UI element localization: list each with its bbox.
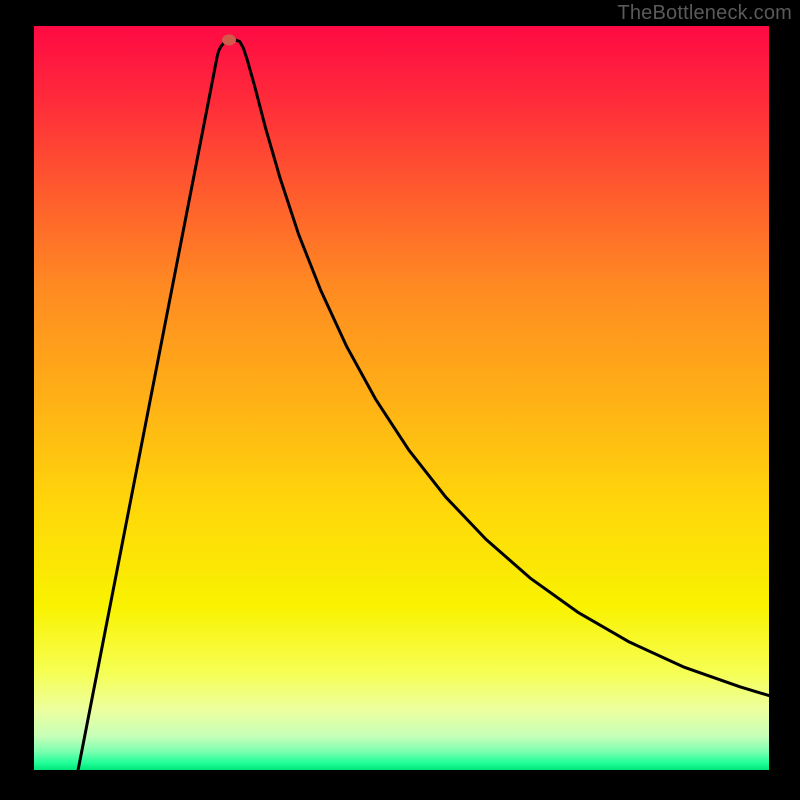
watermark-text: TheBottleneck.com bbox=[617, 2, 792, 25]
chart-gradient-background bbox=[34, 26, 769, 770]
minimum-marker bbox=[222, 35, 236, 46]
chart-plot-area bbox=[34, 26, 769, 770]
